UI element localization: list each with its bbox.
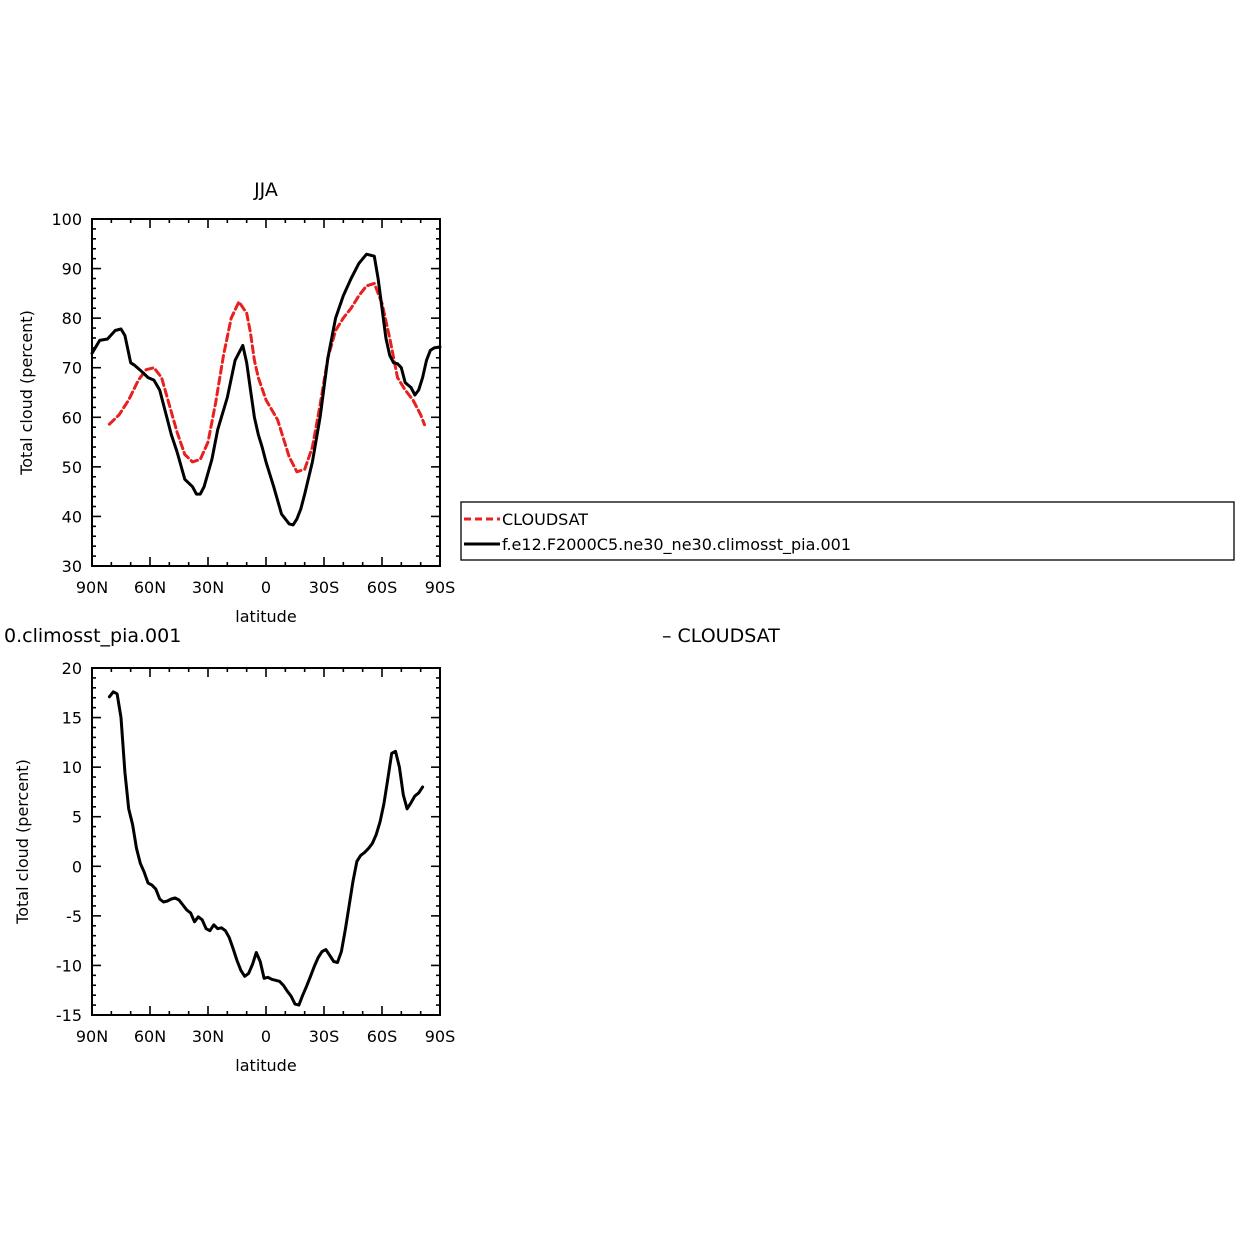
panel-top-xtick-label: 0 <box>261 578 271 597</box>
panel-bottom-xtick-label: 60N <box>134 1027 166 1046</box>
panel-top-ytick-label: 40 <box>62 507 82 526</box>
panel-bottom-ytick-label: 20 <box>62 659 82 678</box>
panel-top-series-line-0 <box>107 281 426 474</box>
panel-bottom-ytick-label: -5 <box>66 907 82 926</box>
panel-top-axes: 30 40 50 60 70 80 90 100 90N 60N 30N 0 30S 60S 90S <box>51 210 455 597</box>
legend-label-model: f.e12.F2000C5.ne30_ne30.climosst_pia.001 <box>502 535 851 555</box>
panel-bottom-xtick-label: 90N <box>76 1027 108 1046</box>
panel-bottom-xtick-label: 60S <box>367 1027 398 1046</box>
panel-top: JJA 30 40 50 60 70 80 90 100 90N 60N 30N 0 30S 60S 90S… <box>17 179 455 626</box>
panel-top-xtick-label: 60S <box>367 578 398 597</box>
panel-bottom-ytick-label: -10 <box>56 956 82 975</box>
panel-top-ytick-label: 80 <box>62 309 82 328</box>
panel-top-ytick-label: 30 <box>62 557 82 576</box>
panel-bottom-ytick-label: 15 <box>62 709 82 728</box>
panel-bottom-ytick-label: -15 <box>56 1006 82 1025</box>
panel-top-ytick-label: 60 <box>62 408 82 427</box>
panel-bottom-xlabel: latitude <box>235 1056 296 1075</box>
panel-bottom-xtick-label: 30S <box>309 1027 340 1046</box>
legend-label-cloudsat: CLOUDSAT <box>502 510 588 529</box>
panel-top-xtick-label: 90N <box>76 578 108 597</box>
panel-top-xlabel: latitude <box>235 607 296 626</box>
panel-top-title: JJA <box>253 179 278 201</box>
panel-top-plot-area <box>90 252 442 527</box>
panel-top-ylabel: Total cloud (percent) <box>17 310 36 476</box>
panel-bottom-ytick-label: 5 <box>72 808 82 827</box>
panel-top-series-line-1 <box>90 252 442 527</box>
panel-bottom-axes: -15 -10 -5 0 5 10 15 20 90N 60N 30N 0 30S 60S 90S <box>56 659 455 1046</box>
panel-bottom-xtick-label: 90S <box>425 1027 456 1046</box>
panel-bottom-ytick-label: 0 <box>72 857 82 876</box>
legend: CLOUDSAT f.e12.F2000C5.ne30_ne30.climoss… <box>460 501 1235 561</box>
panel-top-xtick-label: 30N <box>192 578 224 597</box>
panel-bottom-title: 0.climosst_pia.001 <box>4 625 181 647</box>
panel-top-ytick-label: 70 <box>62 359 82 378</box>
panel-top-ytick-label: 50 <box>62 458 82 477</box>
panel-bottom-xtick-label: 0 <box>261 1027 271 1046</box>
panel-bottom-frame <box>91 667 441 1016</box>
panel-bottom-ylabel: Total cloud (percent) <box>13 759 32 925</box>
panel-top-ytick-label: 100 <box>51 210 82 229</box>
panel-top-frame <box>91 218 441 567</box>
panel-bottom-xtick-label: 30N <box>192 1027 224 1046</box>
panel-bottom: 0.climosst_pia.001 – CLOUDSAT -15 -10 -5 0 5… <box>4 625 780 1075</box>
panel-top-xtick-label: 60N <box>134 578 166 597</box>
panel-top-xtick-label: 30S <box>309 578 340 597</box>
panel-bottom-ytick-label: 10 <box>62 758 82 777</box>
panel-top-ytick-label: 90 <box>62 260 82 279</box>
panel-top-xtick-label: 90S <box>425 578 456 597</box>
panel-bottom-subtitle-right: – CLOUDSAT <box>662 625 780 647</box>
legend-box <box>460 501 1235 561</box>
panel-bottom-series-line-0 <box>107 690 425 1007</box>
panel-bottom-plot-area <box>107 690 425 1007</box>
